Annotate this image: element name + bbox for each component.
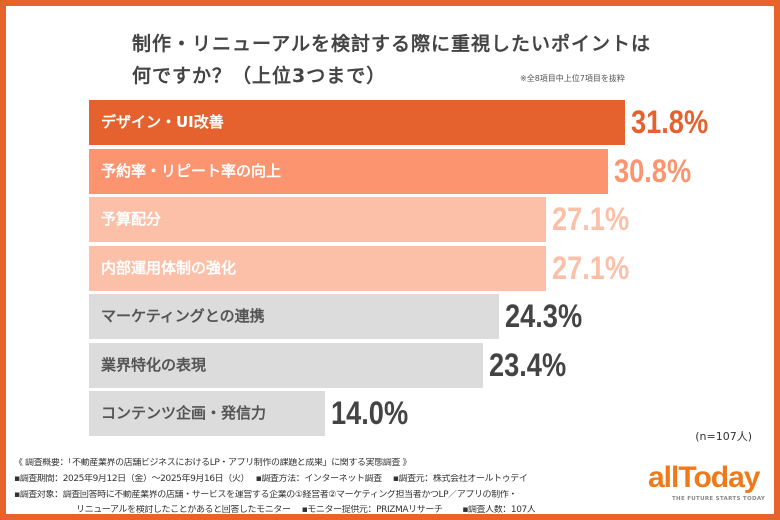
value-label: 23.4% — [489, 346, 567, 383]
chart-title-line-1: 制作・リニューアルを検討する際に重視したいポイントは — [132, 33, 652, 55]
bar: 内部運用体制の強化 — [89, 245, 546, 291]
bar-label: 予算配分 — [101, 210, 162, 228]
value-label: 24.3% — [504, 298, 582, 334]
sample-size: (n=107人) — [695, 430, 752, 443]
alltoday-logo: allToday — [648, 461, 760, 494]
bar: デザイン・UI改善 — [89, 100, 625, 145]
bar-label: 業界特化の表現 — [101, 355, 207, 374]
footer-line-3: ▪調査対象：調査回答時に不動産業界の店舗・サービスを運営する企業の①経営者②マー… — [14, 490, 517, 500]
footer-line-2: ▪調査期間：2025年9月12日（金）〜2025年9月16日（火） ▪調査方法：… — [14, 474, 528, 484]
value-label: 27.1% — [551, 201, 629, 237]
bar-label: マーケティングとの連携 — [101, 307, 265, 325]
value-label: 31.8% — [631, 104, 709, 140]
value-label: 27.1% — [551, 249, 629, 286]
chart-title-line-2: 何ですか？（上位3つまで） — [132, 65, 387, 87]
bar-label: デザイン・UI改善 — [101, 113, 224, 131]
chart-note: ※全8項目中上位7項目を抜粋 — [520, 74, 625, 83]
bar: 予算配分 — [89, 197, 546, 242]
footer-line-1: 《 調査概要：「不動産業界の店舗ビジネスにおけるLP・アプリ制作の課題と成果」に… — [14, 458, 412, 468]
bar-label: コンテンツ企画・発信力 — [101, 404, 267, 422]
bar-label: 予約率・リピート率の向上 — [101, 161, 282, 180]
bar: マーケティングとの連携 — [89, 294, 499, 339]
footer-line-4: リニューアルを検討したことがあると回答したモニター ▪モニター提供元：PRIZM… — [76, 505, 536, 515]
chart-title: 制作・リニューアルを検討する際に重視したいポイントは 何ですか？（上位3つまで） — [132, 28, 651, 92]
value-label: 14.0% — [330, 395, 409, 431]
bar: 業界特化の表現 — [89, 342, 484, 388]
bar-label: 内部運用体制の強化 — [101, 258, 237, 277]
logo-tagline: THE FUTURE STARTS TODAY — [672, 496, 766, 502]
bar: コンテンツ企画・発信力 — [89, 391, 325, 436]
bar: 予約率・リピート率の向上 — [89, 148, 609, 194]
value-label: 30.8% — [614, 152, 692, 189]
